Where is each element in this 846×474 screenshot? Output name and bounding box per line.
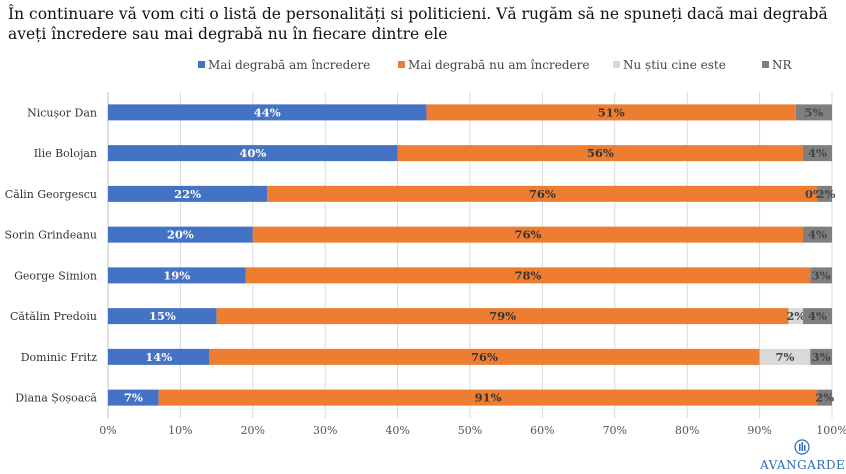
bar-segment: [795, 104, 832, 121]
x-tick-label: 70%: [603, 424, 627, 437]
category-label: Nicușor Dan: [27, 106, 97, 119]
data-label: 3%: [812, 268, 831, 282]
data-label: 7%: [775, 350, 794, 364]
bar-segment: [108, 104, 427, 121]
legend-swatch: [613, 61, 620, 68]
category-label: Călin Georgescu: [5, 188, 97, 201]
data-label: 2%: [786, 309, 805, 323]
category-label: Diana Șoșoacă: [15, 392, 97, 405]
chart-title: În continuare vă vom citi o listă de per…: [8, 5, 828, 43]
x-tick-label: 30%: [313, 424, 337, 437]
x-tick-label: 60%: [530, 424, 554, 437]
data-label: 51%: [598, 105, 625, 119]
data-label: 78%: [514, 268, 541, 282]
data-label: 40%: [239, 146, 266, 160]
category-label: Dominic Fritz: [21, 351, 97, 364]
bar-segment: [108, 226, 253, 243]
bar-segment: [216, 308, 789, 325]
bar-segment: [108, 185, 268, 202]
data-label: 20%: [167, 228, 194, 242]
bar-segment: [209, 348, 760, 365]
x-tick-label: 50%: [458, 424, 482, 437]
x-tick-label: 90%: [747, 424, 771, 437]
bar-segment: [788, 308, 804, 325]
category-label: Sorin Grindeanu: [5, 229, 97, 242]
bar-segment: [108, 348, 210, 365]
bar-segment: [817, 185, 832, 202]
bar-segment: [810, 267, 832, 284]
logo-text: AVANGARDE: [760, 458, 846, 472]
bar-segment: [810, 348, 832, 365]
bar-segment: [245, 267, 811, 284]
bar-segment: [108, 145, 398, 162]
bar-segment: [158, 389, 818, 406]
legend-swatch: [762, 61, 769, 68]
data-label: 3%: [812, 350, 831, 364]
data-label: 44%: [254, 105, 281, 119]
data-label: 4%: [808, 309, 827, 323]
bar-segment: [803, 145, 832, 162]
bar-segment: [108, 267, 246, 284]
data-label: 76%: [514, 228, 541, 242]
data-label: 5%: [804, 105, 823, 119]
bar-segment: [759, 348, 811, 365]
avangarde-logo: AVANGARDE: [760, 438, 846, 474]
data-label: 2%: [817, 187, 836, 201]
legend-label: Mai degrabă nu am încredere: [408, 58, 589, 72]
category-label: George Simion: [14, 269, 97, 282]
bar-segment: [426, 104, 796, 121]
x-tick-label: 80%: [675, 424, 699, 437]
bar-segment: [252, 226, 804, 243]
x-tick-label: 40%: [385, 424, 409, 437]
x-tick-label: 10%: [168, 424, 192, 437]
legend-label: Nu știu cine este: [623, 58, 726, 72]
data-label: 14%: [145, 350, 172, 364]
bar-segment: [108, 389, 159, 406]
data-label: 79%: [489, 309, 516, 323]
bar-segment: [267, 185, 818, 202]
legend-swatch: [398, 61, 405, 68]
data-label: 91%: [475, 391, 502, 405]
legend-label: Mai degrabă am încredere: [208, 58, 370, 72]
category-label: Ilie Bolojan: [34, 147, 97, 160]
x-tick-label: 0%: [99, 424, 116, 437]
data-label: 76%: [529, 187, 556, 201]
bar-segment: [803, 226, 832, 243]
data-label: 2%: [815, 391, 834, 405]
data-label: 19%: [163, 268, 190, 282]
bar-segment: [108, 308, 217, 325]
data-label: 4%: [808, 146, 827, 160]
x-tick-label: 20%: [241, 424, 265, 437]
x-tick-label: 100%: [816, 424, 846, 437]
bar-segment: [803, 308, 832, 325]
category-label: Cătălin Predoiu: [10, 310, 97, 323]
data-label: 76%: [471, 350, 498, 364]
bar-segment: [397, 145, 804, 162]
bar-segment: [817, 389, 832, 406]
data-label: 56%: [587, 146, 614, 160]
data-label: 22%: [174, 187, 201, 201]
data-label: 4%: [808, 228, 827, 242]
logo-mark-icon: [794, 439, 810, 455]
data-label: 7%: [124, 391, 143, 405]
legend-label: NR: [772, 58, 793, 72]
data-label: 15%: [149, 309, 176, 323]
legend-swatch: [198, 61, 205, 68]
